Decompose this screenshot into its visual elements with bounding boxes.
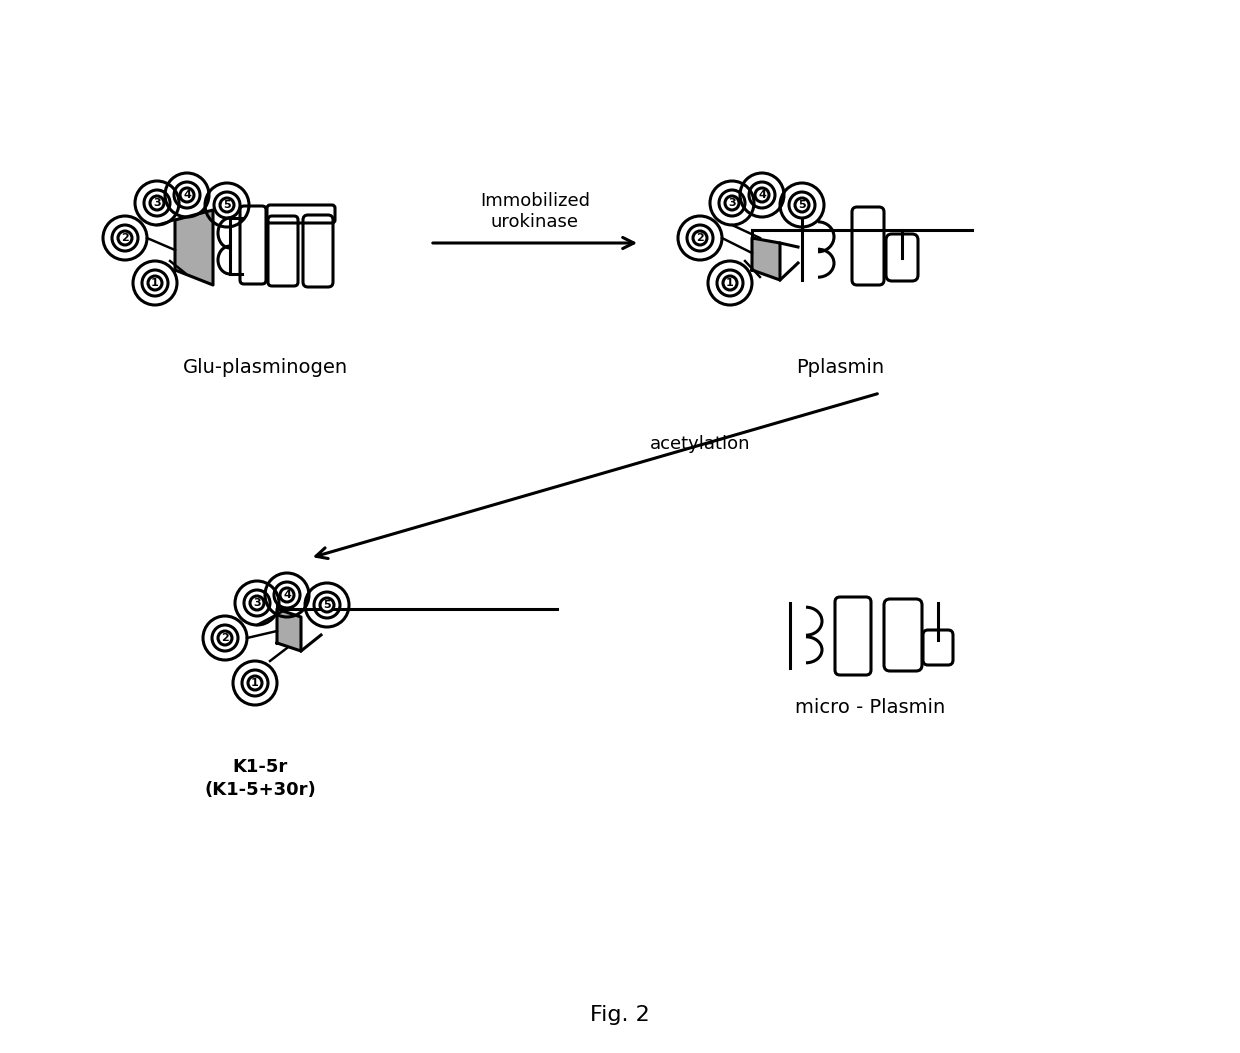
Text: Fig. 2: Fig. 2: [590, 1005, 650, 1025]
Circle shape: [320, 598, 334, 612]
Circle shape: [795, 198, 808, 212]
Text: micro - Plasmin: micro - Plasmin: [795, 698, 945, 717]
Text: 3: 3: [253, 598, 260, 608]
Circle shape: [755, 188, 769, 202]
Circle shape: [723, 276, 737, 290]
Circle shape: [150, 196, 164, 210]
Text: 4: 4: [758, 190, 766, 200]
Circle shape: [148, 276, 162, 290]
Circle shape: [250, 596, 264, 610]
Polygon shape: [277, 609, 301, 651]
Circle shape: [725, 196, 739, 210]
Text: 5: 5: [799, 200, 806, 210]
Text: (K1-5+30r): (K1-5+30r): [205, 781, 316, 799]
Circle shape: [218, 631, 232, 645]
Circle shape: [693, 231, 707, 245]
Text: 3: 3: [154, 198, 161, 208]
Text: 4: 4: [283, 590, 291, 600]
Text: 1: 1: [727, 278, 734, 289]
Text: 1: 1: [151, 278, 159, 289]
Circle shape: [248, 676, 262, 690]
Circle shape: [180, 188, 193, 202]
Text: 5: 5: [324, 600, 331, 610]
Text: 5: 5: [223, 200, 231, 210]
Polygon shape: [751, 238, 780, 280]
Text: K1-5r: K1-5r: [232, 758, 288, 776]
Text: 2: 2: [122, 233, 129, 243]
Text: Glu-plasminogen: Glu-plasminogen: [182, 358, 347, 377]
Text: Pplasmin: Pplasmin: [796, 358, 884, 377]
Text: 1: 1: [252, 678, 259, 688]
Text: 2: 2: [696, 233, 704, 243]
Polygon shape: [175, 210, 213, 285]
Text: 4: 4: [184, 190, 191, 200]
Text: 2: 2: [221, 633, 229, 643]
Text: acetylation: acetylation: [650, 435, 750, 453]
Circle shape: [219, 198, 234, 212]
Circle shape: [118, 231, 131, 245]
Circle shape: [280, 588, 294, 602]
Text: Immobilized
urokinase: Immobilized urokinase: [480, 193, 590, 231]
Text: 3: 3: [728, 198, 735, 208]
